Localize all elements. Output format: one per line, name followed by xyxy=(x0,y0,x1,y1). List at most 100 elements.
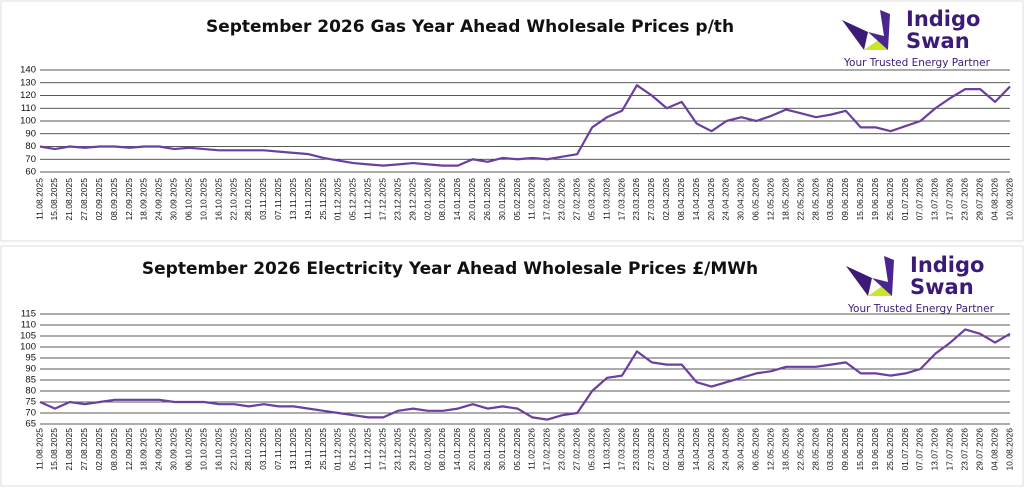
x-tick-label: 29.07.2026 xyxy=(974,178,984,221)
x-tick-label: 10.08.2026 xyxy=(1004,428,1014,471)
x-tick-label: 18.05.2026 xyxy=(780,178,790,221)
x-tick-label: 25.06.2026 xyxy=(885,178,895,221)
logo-neck xyxy=(872,256,894,296)
x-tick-label: 03.06.2026 xyxy=(825,178,835,221)
x-tick-label: 27.03.2026 xyxy=(646,428,656,471)
x-tick-label: 23.07.2026 xyxy=(959,178,969,221)
x-tick-label: 17.12.2025 xyxy=(377,428,387,471)
x-tick-label: 12.05.2026 xyxy=(765,178,775,221)
logo: Indigo Swan Your Trusted Energy Partner xyxy=(842,7,991,69)
x-tick-label: 17.07.2026 xyxy=(945,178,955,221)
x-tick-label: 15.08.2025 xyxy=(49,428,59,471)
y-tick-label: 80 xyxy=(25,386,36,397)
y-tick-label: 65 xyxy=(25,419,36,430)
x-tick-label: 01.12.2025 xyxy=(333,178,343,221)
x-tick-label: 05.02.2026 xyxy=(512,178,522,221)
y-tick-label: 75 xyxy=(25,397,36,408)
x-tick-label: 25.06.2026 xyxy=(885,428,895,471)
x-tick-label: 11.02.2026 xyxy=(527,428,537,470)
x-tick-label: 27.02.2026 xyxy=(571,178,581,221)
logo-wing xyxy=(846,266,872,296)
x-tick-label: 13.07.2026 xyxy=(930,428,940,471)
x-tick-label: 24.04.2026 xyxy=(721,428,731,471)
x-tick-label: 19.11.2025 xyxy=(303,178,313,220)
logo-text: Swan xyxy=(906,29,970,53)
x-tick-label: 30.04.2026 xyxy=(736,178,746,221)
x-tick-label: 05.03.2026 xyxy=(586,178,596,221)
y-tick-label: 85 xyxy=(25,375,36,386)
logo-neck xyxy=(868,10,890,50)
y-tick-label: 140 xyxy=(20,65,36,76)
x-tick-label: 12.09.2025 xyxy=(124,178,134,221)
logo: Indigo Swan Your Trusted Energy Partner xyxy=(846,253,995,315)
x-tick-label: 20.01.2026 xyxy=(467,428,477,471)
x-tick-label: 30.01.2026 xyxy=(497,428,507,471)
x-tick-label: 11.03.2026 xyxy=(601,428,611,470)
y-tick-label: 95 xyxy=(25,353,36,364)
x-tick-label: 05.03.2026 xyxy=(586,428,596,471)
x-tick-label: 02.01.2026 xyxy=(422,428,432,471)
x-tick-label: 10.10.2025 xyxy=(198,428,208,471)
x-tick-label: 14.04.2026 xyxy=(691,178,701,221)
x-tick-label: 19.06.2026 xyxy=(870,178,880,221)
x-tick-label: 06.10.2025 xyxy=(183,428,193,471)
x-tick-label: 26.01.2026 xyxy=(482,178,492,221)
x-tick-label: 23.03.2026 xyxy=(631,428,641,471)
y-tick-label: 70 xyxy=(25,154,36,165)
logo-wing xyxy=(842,20,868,50)
x-tick-label: 11.08.2025 xyxy=(34,178,44,220)
x-tick-label: 02.09.2025 xyxy=(94,428,104,471)
x-tick-label: 03.06.2026 xyxy=(825,428,835,471)
x-tick-label: 20.04.2026 xyxy=(706,178,716,221)
logo-text: Swan xyxy=(910,275,974,299)
panel-border xyxy=(0,245,1024,487)
x-tick-label: 13.11.2025 xyxy=(288,428,298,470)
x-tick-label: 25.11.2025 xyxy=(318,428,328,470)
y-tick-label: 100 xyxy=(20,116,36,127)
x-tick-label: 23.07.2026 xyxy=(959,428,969,471)
x-tick-label: 14.04.2026 xyxy=(691,428,701,471)
x-tick-label: 24.09.2025 xyxy=(154,428,164,471)
x-tick-label: 19.06.2026 xyxy=(870,428,880,471)
x-tick-label: 29.07.2026 xyxy=(974,428,984,471)
x-tick-label: 28.05.2026 xyxy=(810,178,820,221)
x-tick-label: 04.08.2026 xyxy=(989,178,999,221)
x-tick-label: 23.12.2025 xyxy=(392,428,402,471)
x-tick-label: 06.05.2026 xyxy=(751,178,761,221)
x-tick-label: 04.08.2026 xyxy=(989,428,999,471)
x-tick-label: 29.12.2025 xyxy=(407,428,417,471)
x-tick-label: 06.10.2025 xyxy=(183,178,193,221)
x-tick-label: 11.03.2026 xyxy=(601,178,611,220)
x-tick-label: 24.04.2026 xyxy=(721,178,731,221)
x-tick-label: 18.05.2026 xyxy=(780,428,790,471)
x-tick-label: 21.08.2025 xyxy=(64,178,74,221)
y-tick-label: 90 xyxy=(25,364,36,375)
y-tick-label: 110 xyxy=(21,103,36,114)
x-tick-label: 03.11.2025 xyxy=(258,178,268,220)
x-tick-label: 20.01.2026 xyxy=(467,178,477,221)
x-tick-label: 05.02.2026 xyxy=(512,428,522,471)
x-tick-label: 21.08.2025 xyxy=(64,428,74,471)
x-tick-label: 27.02.2026 xyxy=(571,428,581,471)
x-tick-label: 06.05.2026 xyxy=(751,428,761,471)
x-tick-label: 15.06.2026 xyxy=(855,178,865,221)
x-tick-label: 02.04.2026 xyxy=(661,178,671,221)
x-tick-label: 01.07.2026 xyxy=(900,178,910,221)
x-tick-label: 08.01.2026 xyxy=(437,178,447,221)
x-tick-label: 30.01.2026 xyxy=(497,178,507,221)
x-tick-label: 17.02.2026 xyxy=(542,178,552,221)
x-tick-label: 05.12.2025 xyxy=(348,178,358,221)
x-tick-label: 20.04.2026 xyxy=(706,428,716,471)
logo-tagline: Your Trusted Energy Partner xyxy=(843,57,991,69)
x-tick-label: 16.10.2025 xyxy=(213,428,223,471)
x-tick-label: 29.12.2025 xyxy=(407,178,417,221)
y-tick-label: 130 xyxy=(20,77,36,88)
x-tick-label: 03.11.2025 xyxy=(258,428,268,470)
price-line xyxy=(39,328,1011,421)
x-tick-label: 08.04.2026 xyxy=(676,178,686,221)
x-tick-label: 02.01.2026 xyxy=(422,178,432,221)
x-tick-label: 30.09.2025 xyxy=(169,178,179,221)
x-tick-label: 23.02.2026 xyxy=(557,178,567,221)
x-tick-label: 05.12.2025 xyxy=(348,428,358,471)
